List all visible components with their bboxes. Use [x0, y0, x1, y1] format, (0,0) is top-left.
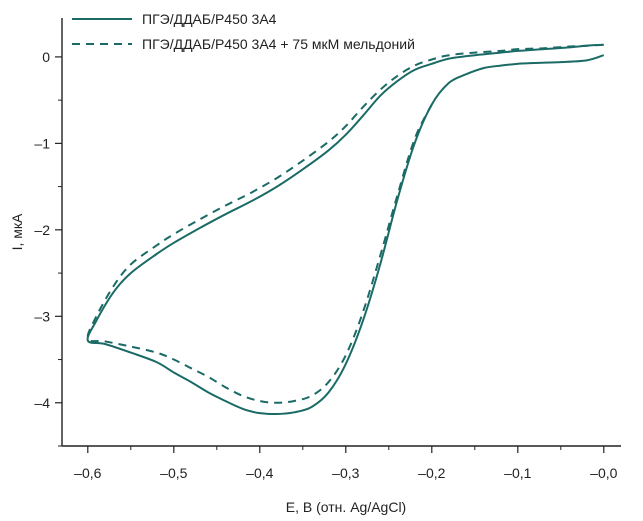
y-tick-label: –4	[34, 395, 50, 411]
x-tick-label: –0,2	[418, 465, 445, 481]
x-tick-label: –0,3	[332, 465, 359, 481]
x-tick-label: –0,4	[246, 465, 273, 481]
x-tick-label: –0,6	[74, 465, 101, 481]
x-tick-label: –0,5	[160, 465, 187, 481]
y-tick-label: –1	[34, 135, 50, 151]
series-line-1	[86, 43, 605, 416]
y-tick-label: –2	[34, 222, 50, 238]
x-axis-label: E, В (отн. Ag/AgCl)	[286, 499, 406, 515]
series-line-2	[86, 43, 604, 404]
legend: ПГЭ/ДДАБ/Р450 3А4 ПГЭ/ДДАБ/Р450 3А4 + 75…	[72, 11, 415, 52]
y-tick-label: –3	[34, 308, 50, 324]
y-axis-label: I, мкА	[9, 213, 25, 250]
x-tick-label: –0,0	[590, 465, 617, 481]
curve-group	[86, 43, 605, 416]
legend-label-1: ПГЭ/ДДАБ/Р450 3А4	[142, 11, 277, 27]
legend-label-2: ПГЭ/ДДАБ/Р450 3А4 + 75 мкМ мельдоний	[142, 36, 415, 52]
x-tick-label: –0,1	[504, 465, 531, 481]
tick-group: –0,6 –0,5 –0,4 –0,3 –0,2 –0,1 –0,0 0 –1 –2 –3 –4	[34, 49, 617, 481]
y-tick-label: 0	[42, 49, 50, 65]
